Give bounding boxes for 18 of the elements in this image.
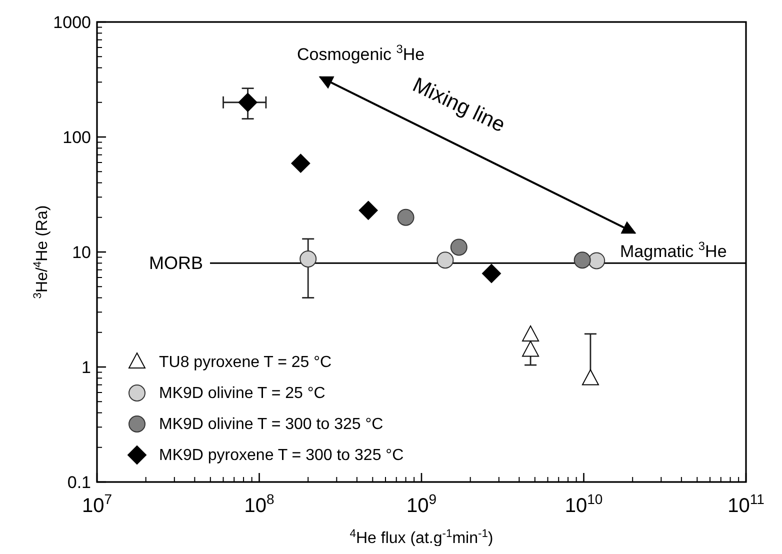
- y-tick-label: 1000: [53, 13, 91, 32]
- x-axis-title: $^{4}$He flux (at.g$^{-1}$min$^{-1}$): [350, 528, 494, 547]
- y-tick-label: 100: [62, 128, 91, 147]
- y-tick-label: 10: [72, 243, 91, 262]
- x-tick-label: 10$^{11}$: [728, 491, 765, 517]
- x-tick-label: 10$^{8}$: [244, 491, 274, 517]
- x-tick-label: 10$^{9}$: [406, 491, 437, 517]
- x-tick-label: 10$^{10}$: [564, 491, 603, 517]
- x-tick-label: 10$^{7}$: [82, 491, 112, 517]
- legend-label: MK9D olivine T = 25 °C: [159, 385, 326, 402]
- legend-label: MK9D olivine T = 300 to 325 °C: [159, 416, 384, 433]
- legend-label: TU8 pyroxene T = 25 °C: [159, 354, 332, 371]
- y-tick-label: 1: [82, 358, 91, 377]
- y-tick-label: 0.1: [67, 473, 91, 492]
- legend-label: MK9D pyroxene T = 300 to 325 °C: [159, 447, 404, 464]
- annotation: Cosmogenic $^{3}$He: [297, 42, 425, 64]
- annotation: Magmatic $^{3}$He: [620, 239, 727, 261]
- ref-line-label: MORB: [149, 253, 203, 274]
